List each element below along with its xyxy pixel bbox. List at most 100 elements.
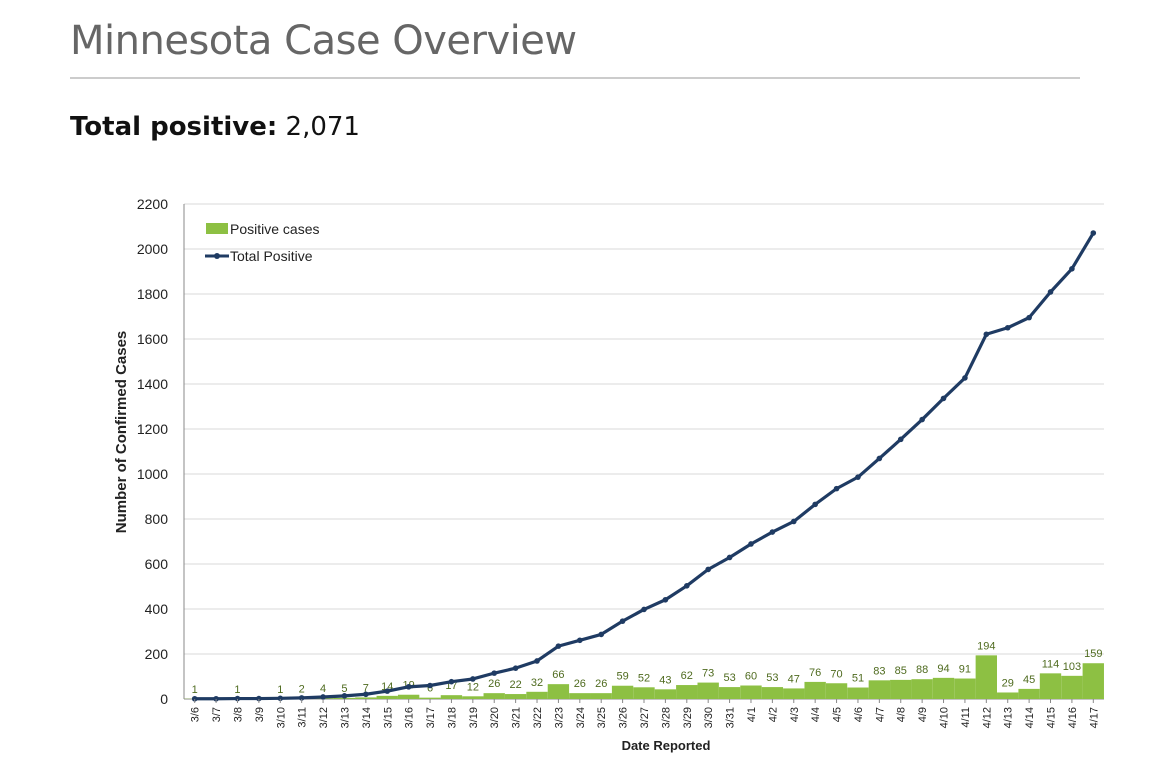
- total-positive-value: 2,071: [285, 112, 360, 142]
- x-tick-label: 3/30: [703, 707, 715, 728]
- bar: [483, 693, 505, 699]
- bar: [868, 680, 891, 699]
- x-tick-label: 4/1: [746, 707, 758, 722]
- line-point: [491, 670, 498, 676]
- bar: [1018, 688, 1040, 700]
- line-point: [277, 695, 284, 702]
- line-point: [470, 676, 476, 682]
- x-tick-label: 3/6: [190, 707, 202, 722]
- bar-data-label: 47: [788, 673, 800, 685]
- x-tick-label: 3/8: [232, 707, 244, 722]
- x-tick-label: 3/12: [318, 707, 330, 728]
- title-divider: [70, 77, 1080, 79]
- line-point: [341, 693, 348, 699]
- x-tick-label: 3/29: [682, 707, 694, 728]
- bar: [676, 685, 698, 699]
- line-point: [191, 695, 198, 702]
- x-tick-label: 4/17: [1088, 707, 1100, 728]
- x-tick-label: 4/8: [896, 707, 908, 722]
- x-tick-label: 4/13: [1003, 707, 1015, 728]
- x-tick-label: 3/19: [468, 707, 480, 728]
- bar: [847, 687, 869, 699]
- bar: [355, 697, 377, 699]
- x-tick-label: 3/21: [511, 707, 523, 728]
- x-tick-label: 4/12: [981, 707, 993, 728]
- bar-data-label: 70: [830, 668, 842, 680]
- bar: [997, 692, 1019, 699]
- bar: [975, 655, 997, 699]
- bar-data-label: 32: [531, 677, 543, 689]
- bar-data-label: 2: [299, 684, 305, 696]
- x-tick-label: 3/25: [596, 707, 608, 728]
- bar-data-label: 76: [809, 667, 821, 679]
- line-point: [1090, 230, 1097, 236]
- line-point: [897, 436, 904, 443]
- line-point: [320, 694, 326, 700]
- line-point: [726, 554, 733, 561]
- legend-label-positive-cases: Positive cases: [230, 221, 319, 237]
- bar-data-label: 4: [320, 683, 326, 695]
- x-tick-label: 3/10: [275, 707, 287, 728]
- line-point: [940, 395, 947, 402]
- bar-data-label: 43: [659, 674, 671, 686]
- bar-data-label: 62: [681, 670, 693, 682]
- bar-data-label: 53: [766, 672, 778, 684]
- line-point: [812, 501, 818, 508]
- x-tick-label: 3/15: [382, 707, 394, 728]
- y-tick-label: 2200: [137, 196, 168, 212]
- bar-data-label: 52: [638, 672, 650, 684]
- bar-data-label: 88: [916, 664, 928, 676]
- bar-data-label: 26: [488, 678, 500, 690]
- line-point: [641, 606, 647, 613]
- line-point: [683, 583, 690, 589]
- line-point: [919, 416, 925, 423]
- x-tick-label: 3/24: [575, 707, 587, 728]
- bar-data-label: 114: [1042, 658, 1060, 670]
- x-tick-label: 3/26: [618, 707, 630, 728]
- line-point: [1004, 324, 1011, 331]
- x-tick-label: 4/10: [939, 707, 951, 728]
- bar: [697, 682, 719, 699]
- line-point: [555, 643, 562, 649]
- y-tick-label: 2000: [137, 241, 168, 257]
- bar-data-label: 45: [1023, 674, 1035, 686]
- bar-data-label: 73: [702, 668, 714, 680]
- line-point: [748, 541, 754, 547]
- bar-data-label: 103: [1063, 661, 1081, 673]
- x-tick-label: 3/20: [489, 707, 501, 728]
- y-tick-label: 0: [160, 691, 168, 707]
- total-positive-label: Total positive:: [70, 112, 278, 142]
- line-point: [983, 331, 990, 338]
- line-point: [298, 695, 305, 701]
- line-point: [234, 695, 241, 702]
- bar-data-label: 26: [595, 678, 607, 690]
- bar-data-label: 53: [723, 672, 735, 684]
- bar-data-label: 1: [277, 684, 283, 696]
- y-tick-label: 1800: [137, 286, 168, 302]
- bar-data-label: 29: [1002, 677, 1014, 689]
- x-tick-label: 4/2: [767, 707, 779, 722]
- line-point: [598, 631, 605, 638]
- y-tick-label: 400: [145, 601, 169, 617]
- x-tick-label: 4/7: [874, 707, 886, 722]
- x-tick-label: 3/17: [425, 707, 437, 728]
- page-title: Minnesota Case Overview: [70, 18, 577, 64]
- bar: [954, 678, 976, 699]
- x-tick-label: 3/11: [297, 707, 309, 728]
- x-tick-label: 3/16: [404, 707, 416, 728]
- bar: [911, 679, 933, 699]
- bar-data-label: 85: [895, 665, 907, 677]
- x-axis-title: Date Reported: [622, 738, 711, 753]
- bar-data-label: 5: [341, 683, 347, 695]
- bar: [783, 688, 805, 699]
- y-axis-title: Number of Confirmed Cases: [113, 331, 130, 534]
- bar: [1039, 673, 1062, 699]
- y-tick-label: 1400: [137, 376, 168, 392]
- bar: [376, 695, 398, 699]
- x-tick-label: 3/23: [553, 707, 565, 728]
- bar-data-label: 94: [937, 663, 949, 675]
- bar-data-label: 60: [745, 671, 757, 683]
- bar: [932, 677, 955, 699]
- bar-data-label: 51: [852, 673, 864, 685]
